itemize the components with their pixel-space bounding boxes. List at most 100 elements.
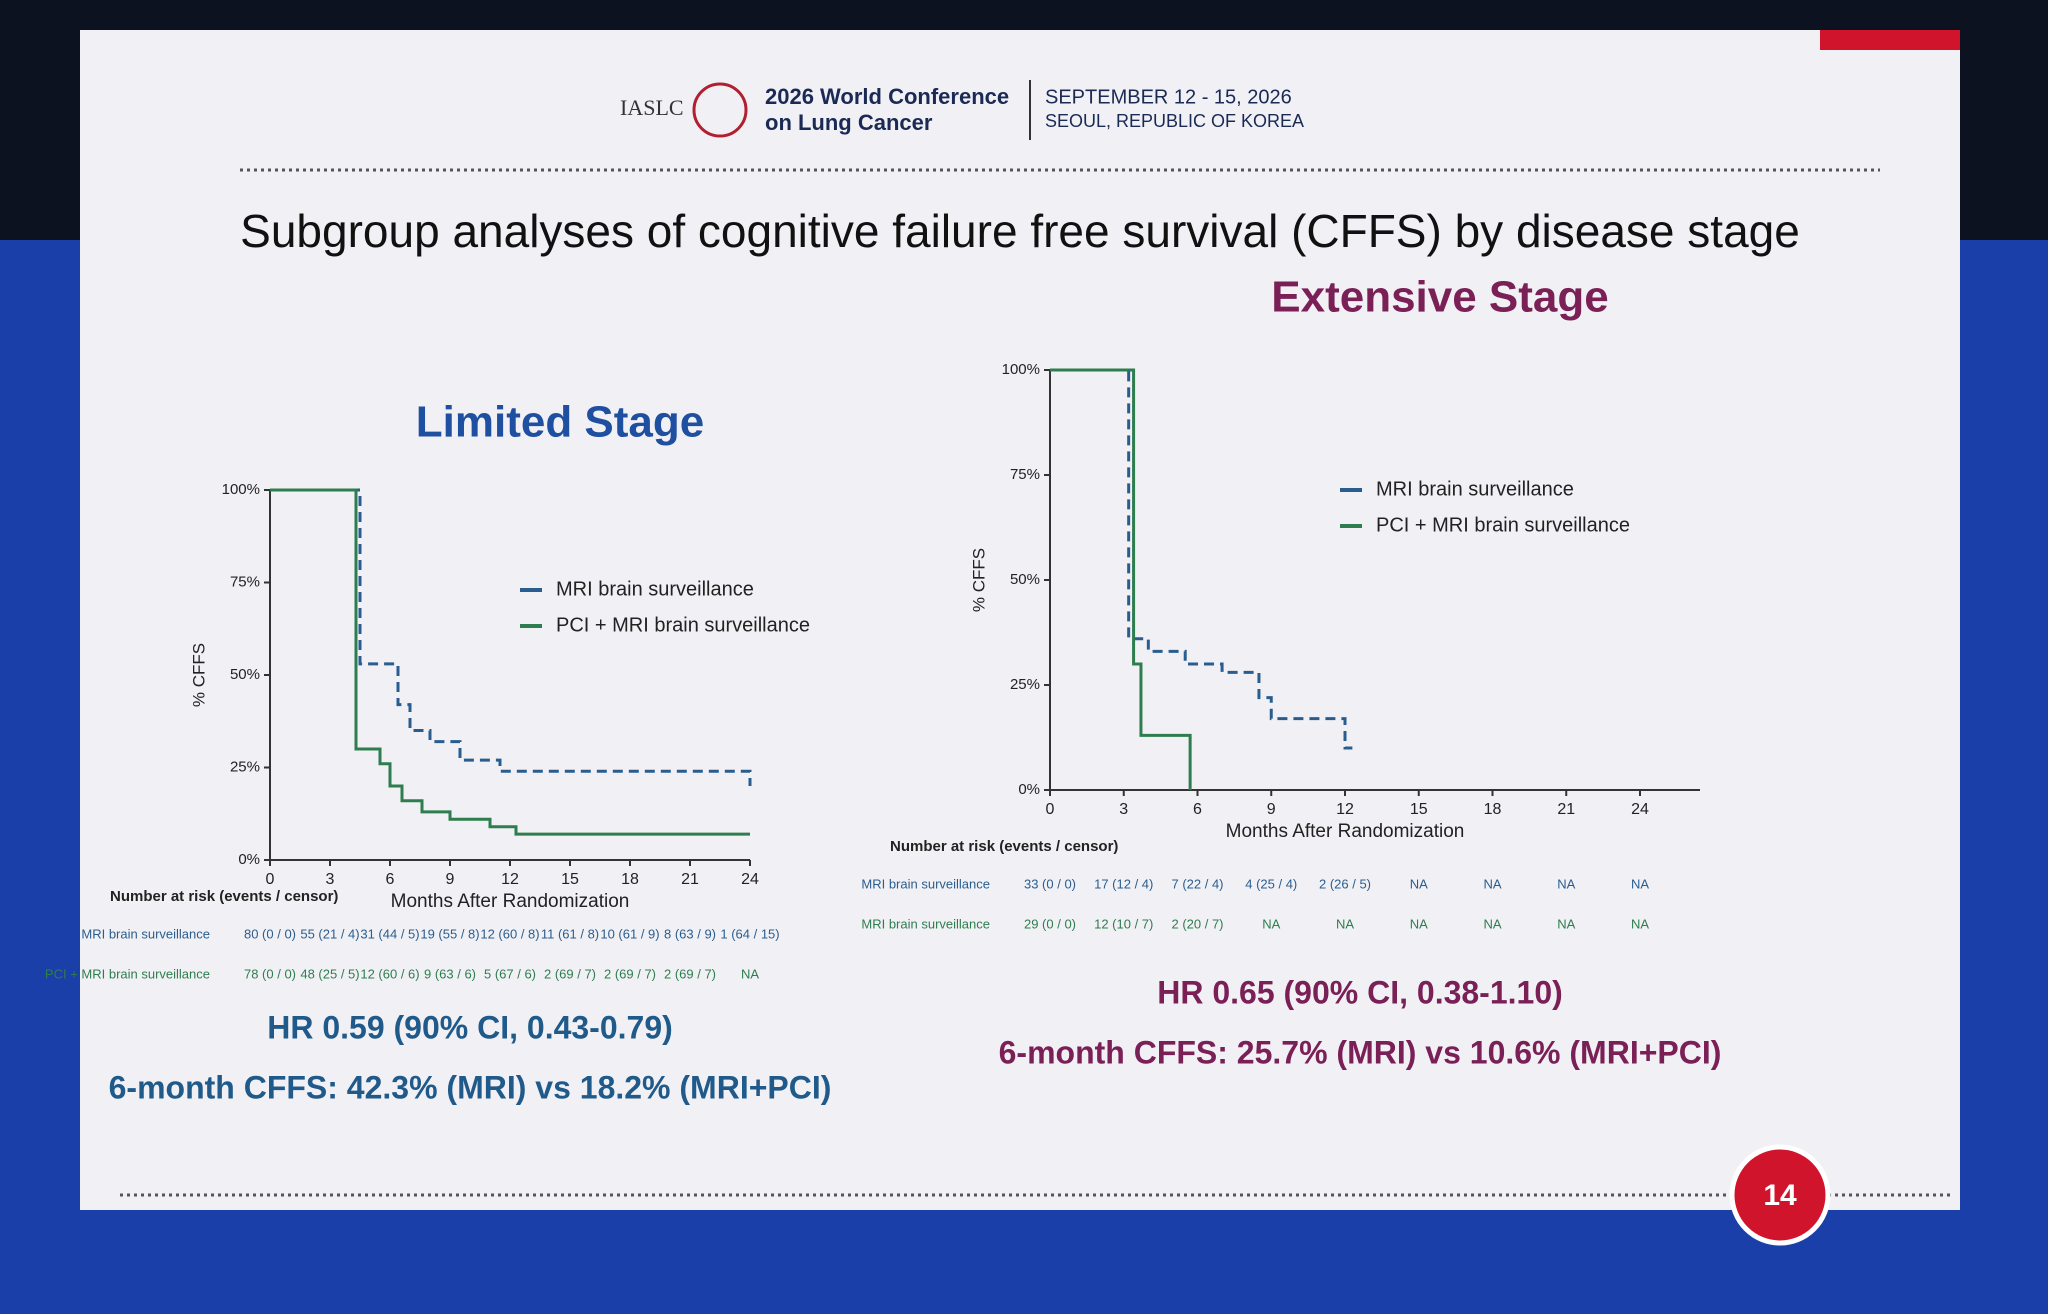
risk-cell: NA bbox=[741, 966, 759, 981]
x-tick-label: 15 bbox=[1410, 801, 1428, 818]
conference-line: on Lung Cancer bbox=[765, 110, 933, 135]
risk-cell: 7 (22 / 4) bbox=[1171, 876, 1223, 891]
y-axis-label: % CFFS bbox=[969, 548, 988, 612]
page-badge bbox=[1729, 1144, 1831, 1246]
y-tick-label: 100% bbox=[1002, 361, 1040, 378]
corner-accent bbox=[1820, 30, 1960, 50]
x-tick-label: 0 bbox=[1046, 801, 1055, 818]
risk-cell: 2 (26 / 5) bbox=[1319, 876, 1371, 891]
risk-cell: 29 (0 / 0) bbox=[1024, 916, 1076, 931]
risk-cell: NA bbox=[1631, 916, 1649, 931]
x-tick-label: 12 bbox=[1336, 801, 1354, 818]
risk-cell: 55 (21 / 4) bbox=[300, 926, 359, 941]
risk-cell: 2 (69 / 7) bbox=[544, 966, 596, 981]
risk-row-label: MRI brain surveillance bbox=[81, 926, 210, 941]
x-tick-label: 12 bbox=[501, 871, 519, 888]
risk-cell: 17 (12 / 4) bbox=[1094, 876, 1153, 891]
risk-cell: 4 (25 / 4) bbox=[1245, 876, 1297, 891]
date-line: SEPTEMBER 12 - 15, 2026 bbox=[1045, 86, 1292, 108]
x-tick-label: 9 bbox=[1267, 801, 1276, 818]
risk-row-label: MRI brain surveillance bbox=[861, 876, 990, 891]
risk-cell: NA bbox=[1483, 876, 1501, 891]
chart-title: Extensive Stage bbox=[1271, 273, 1609, 322]
risk-cell: NA bbox=[1410, 876, 1428, 891]
y-tick-label: 100% bbox=[222, 481, 260, 498]
y-tick-label: 75% bbox=[230, 573, 260, 590]
risk-cell: 33 (0 / 0) bbox=[1024, 876, 1076, 891]
risk-cell: NA bbox=[1557, 876, 1575, 891]
km-curve bbox=[1050, 368, 1353, 750]
logo-emblem bbox=[692, 82, 748, 138]
risk-cell: 78 (0 / 0) bbox=[244, 966, 296, 981]
legend-label: PCI + MRI brain surveillance bbox=[556, 614, 810, 636]
risk-cell: NA bbox=[1410, 916, 1428, 931]
summary-text: HR 0.59 (90% CI, 0.43-0.79) bbox=[267, 1009, 673, 1045]
risk-cell: NA bbox=[1483, 916, 1501, 931]
summary-text: 6-month CFFS: 42.3% (MRI) vs 18.2% (MRI+… bbox=[109, 1069, 832, 1105]
slide-title: Subgroup analyses of cognitive failure f… bbox=[240, 205, 1800, 257]
x-tick-label: 21 bbox=[681, 871, 699, 888]
x-tick-label: 18 bbox=[621, 871, 639, 888]
risk-cell: 11 (61 / 8) bbox=[541, 926, 599, 941]
risk-cell: 80 (0 / 0) bbox=[244, 926, 296, 941]
y-tick-label: 50% bbox=[1010, 571, 1040, 588]
risk-cell: 8 (63 / 9) bbox=[664, 926, 716, 941]
risk-table-title: Number at risk (events / censor) bbox=[890, 838, 1118, 855]
risk-cell: 9 (63 / 6) bbox=[424, 966, 476, 981]
risk-row-label: MRI brain surveillance bbox=[861, 916, 990, 931]
risk-cell: 12 (10 / 7) bbox=[1094, 916, 1153, 931]
risk-cell: 2 (69 / 7) bbox=[604, 966, 656, 981]
x-tick-label: 6 bbox=[1193, 801, 1202, 818]
x-axis-label: Months After Randomization bbox=[391, 891, 630, 912]
y-tick-label: 0% bbox=[238, 851, 260, 868]
risk-cell: 12 (60 / 6) bbox=[360, 966, 419, 981]
y-tick-label: 0% bbox=[1018, 781, 1040, 798]
x-axis-label: Months After Randomization bbox=[1226, 821, 1465, 842]
x-tick-label: 15 bbox=[561, 871, 579, 888]
legend-label: MRI brain surveillance bbox=[1376, 478, 1574, 500]
summary-text: 6-month CFFS: 25.7% (MRI) vs 10.6% (MRI+… bbox=[999, 1034, 1722, 1070]
risk-cell: 31 (44 / 5) bbox=[360, 926, 419, 941]
risk-cell: 12 (60 / 8) bbox=[480, 926, 539, 941]
risk-cell: 10 (61 / 9) bbox=[600, 926, 659, 941]
km-curve bbox=[1050, 368, 1192, 790]
conference-line: 2026 World Conference bbox=[765, 84, 1009, 109]
x-tick-label: 3 bbox=[326, 871, 335, 888]
risk-cell: 48 (25 / 5) bbox=[300, 966, 359, 981]
y-tick-label: 75% bbox=[1010, 466, 1040, 483]
slide bbox=[80, 30, 1960, 1210]
risk-cell: NA bbox=[1336, 916, 1354, 931]
x-tick-label: 24 bbox=[741, 871, 759, 888]
org-logo: IASLC bbox=[620, 95, 684, 120]
risk-cell: 19 (55 / 8) bbox=[420, 926, 479, 941]
risk-cell: NA bbox=[1557, 916, 1575, 931]
risk-row-label: PCI + MRI brain surveillance bbox=[45, 966, 210, 981]
risk-table-title: Number at risk (events / censor) bbox=[110, 888, 338, 905]
summary-text: HR 0.65 (90% CI, 0.38-1.10) bbox=[1157, 974, 1563, 1010]
date-line: SEOUL, REPUBLIC OF KOREA bbox=[1045, 111, 1304, 131]
km-curve bbox=[270, 488, 752, 786]
y-tick-label: 25% bbox=[1010, 676, 1040, 693]
risk-cell: NA bbox=[1631, 876, 1649, 891]
x-tick-label: 18 bbox=[1484, 801, 1502, 818]
page-number: 14 bbox=[1763, 1179, 1797, 1212]
risk-cell: 1 (64 / 15) bbox=[720, 926, 779, 941]
y-tick-label: 50% bbox=[230, 666, 260, 683]
x-tick-label: 9 bbox=[446, 871, 455, 888]
km-curve bbox=[270, 488, 750, 836]
x-tick-label: 0 bbox=[266, 871, 275, 888]
y-axis-label: % CFFS bbox=[189, 643, 208, 707]
legend-label: PCI + MRI brain surveillance bbox=[1376, 514, 1630, 536]
legend-label: MRI brain surveillance bbox=[556, 578, 754, 600]
risk-cell: 5 (67 / 6) bbox=[484, 966, 536, 981]
y-tick-label: 25% bbox=[230, 758, 260, 775]
risk-cell: 2 (69 / 7) bbox=[664, 966, 716, 981]
x-tick-label: 24 bbox=[1631, 801, 1649, 818]
x-tick-label: 3 bbox=[1119, 801, 1128, 818]
chart-title: Limited Stage bbox=[416, 398, 705, 447]
risk-cell: NA bbox=[1262, 916, 1280, 931]
risk-cell: 2 (20 / 7) bbox=[1171, 916, 1223, 931]
x-tick-label: 6 bbox=[386, 871, 395, 888]
